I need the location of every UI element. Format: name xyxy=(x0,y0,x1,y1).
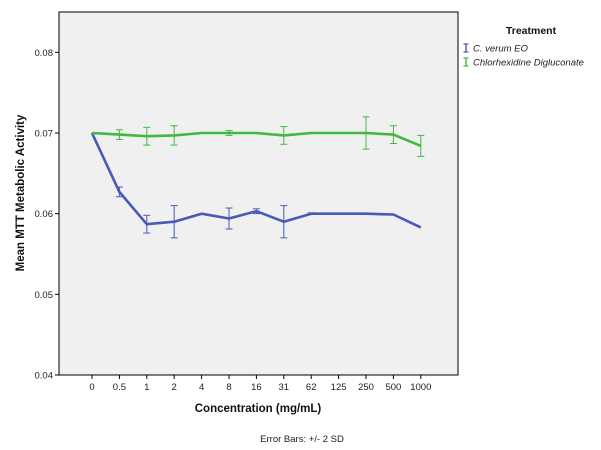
footnote: Error Bars: +/- 2 SD xyxy=(260,434,344,445)
x-tick-label: 2 xyxy=(172,382,177,393)
x-tick-label: 16 xyxy=(251,382,262,393)
y-tick-label: 0.08 xyxy=(35,48,54,59)
error-bar xyxy=(143,126,151,146)
x-tick-label: 31 xyxy=(279,382,290,393)
legend-title: Treatment xyxy=(506,25,557,37)
x-tick-label: 62 xyxy=(306,382,317,393)
x-tick-label: 0 xyxy=(89,382,94,393)
y-tick-label: 0.04 xyxy=(35,371,54,382)
x-tick-label: 250 xyxy=(358,382,374,393)
error-bar xyxy=(115,186,123,198)
error-bar xyxy=(170,125,178,146)
x-tick-label: 8 xyxy=(226,382,231,393)
error-bar xyxy=(252,208,260,215)
series-layer xyxy=(90,116,425,239)
error-bar xyxy=(143,214,151,234)
y-tick-label: 0.06 xyxy=(35,209,54,220)
error-bar xyxy=(362,116,370,150)
y-tick-label: 0.05 xyxy=(35,290,54,301)
x-tick-label: 0.5 xyxy=(113,382,126,393)
series-line xyxy=(91,131,422,148)
legend-label: Chlorhexidine Digluconate xyxy=(473,58,584,69)
error-bar xyxy=(417,134,425,157)
y-axis-title: Mean MTT Metabolic Activity xyxy=(15,114,27,271)
x-tick-label: 1 xyxy=(144,382,149,393)
legend-label: C. verum EO xyxy=(473,44,529,55)
error-bar xyxy=(280,126,288,145)
x-tick-label: 500 xyxy=(385,382,401,393)
error-bar xyxy=(170,205,178,239)
legend-items: C. verum EO Chlorhexidine Digluconate xyxy=(463,43,584,69)
error-bar xyxy=(389,125,397,144)
x-axis: 0 0.5 1 2 4 8 16 31 62 125 250 500 1000 xyxy=(89,375,431,393)
series-line xyxy=(90,132,422,229)
error-bar xyxy=(225,207,233,230)
error-bar xyxy=(225,130,233,136)
y-tick-label: 0.07 xyxy=(35,129,54,140)
legend-item: C. verum EO xyxy=(463,43,529,55)
error-bar xyxy=(307,212,315,215)
x-tick-label: 1000 xyxy=(410,382,431,393)
y-axis: 0.04 0.05 0.06 0.07 0.08 xyxy=(35,48,59,382)
error-bar xyxy=(115,129,123,140)
plot-area xyxy=(58,11,459,376)
x-axis-title: Concentration (mg/mL) xyxy=(195,403,322,415)
x-tick-label: 125 xyxy=(331,382,347,393)
error-bar xyxy=(280,205,288,239)
x-tick-label: 4 xyxy=(199,382,204,393)
legend-item: Chlorhexidine Digluconate xyxy=(463,57,584,69)
legend: Treatment C. verum EO Chlorhexidine Diglu… xyxy=(463,25,584,69)
